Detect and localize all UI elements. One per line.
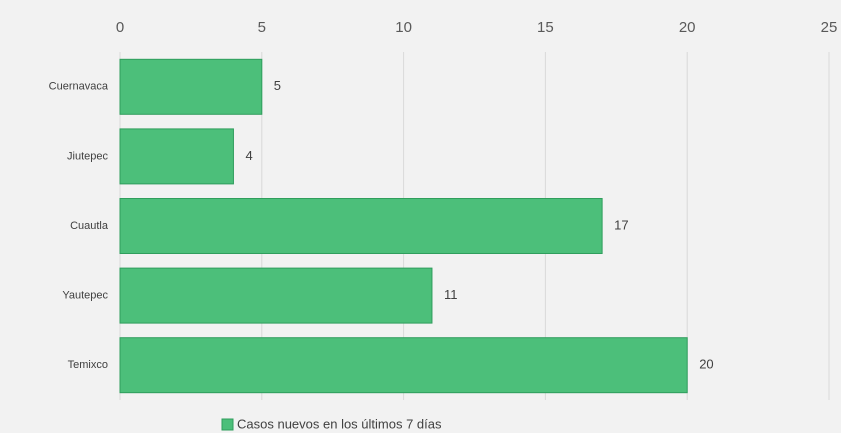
- data-label: 11: [444, 287, 458, 302]
- legend-swatch: [221, 418, 234, 431]
- data-label: 5: [274, 78, 281, 93]
- y-tick-label: Cuernavaca: [49, 81, 109, 93]
- bar: [119, 128, 234, 185]
- y-tick-label: Jiutepec: [67, 150, 108, 162]
- x-tick-label: 10: [395, 19, 412, 36]
- bar: [119, 198, 603, 254]
- bar: [119, 337, 688, 394]
- x-tick-label: 20: [679, 19, 696, 36]
- x-tick-label: 0: [116, 19, 124, 36]
- data-label: 20: [699, 357, 713, 372]
- x-tick-label: 25: [821, 19, 838, 36]
- bar: [119, 58, 263, 115]
- legend-label: Casos nuevos en los últimos 7 días: [237, 416, 442, 431]
- bar: [119, 267, 433, 324]
- y-tick-label: Yautepec: [62, 290, 108, 302]
- y-tick-label: Temixco: [68, 359, 108, 371]
- data-label: 17: [614, 217, 628, 232]
- x-tick-label: 15: [537, 19, 554, 36]
- data-label: 4: [245, 148, 252, 163]
- y-tick-label: Cuautla: [70, 220, 109, 232]
- x-tick-label: 5: [258, 19, 266, 36]
